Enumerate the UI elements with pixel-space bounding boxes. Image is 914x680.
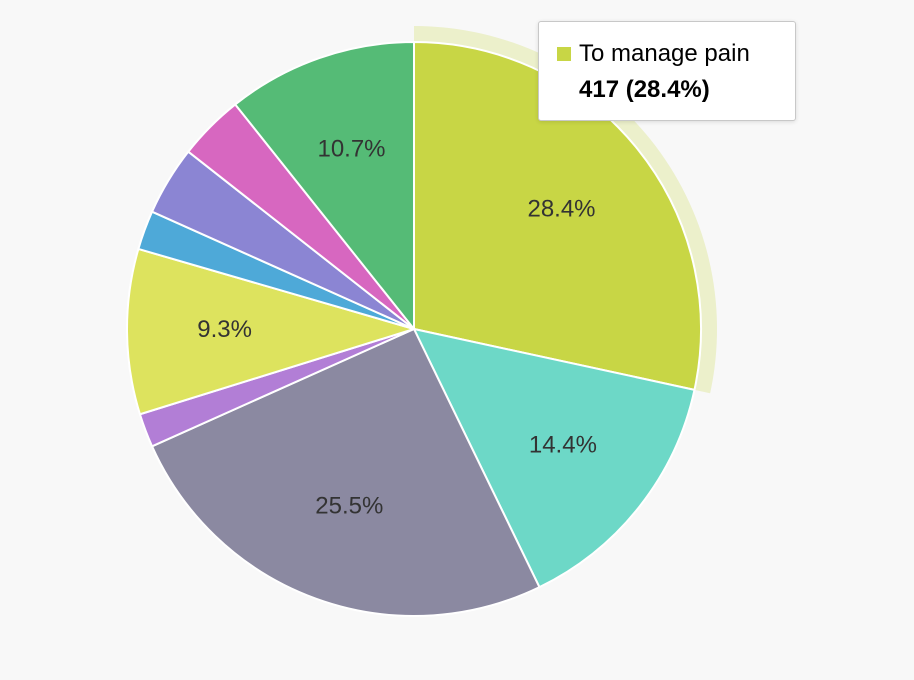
slice-label-0: 28.4% bbox=[527, 195, 595, 222]
pie-slice-4[interactable] bbox=[126, 247, 415, 416]
tooltip-legend-swatch bbox=[557, 47, 571, 61]
tooltip: To manage pain 417 (28.4%) bbox=[538, 21, 796, 121]
tooltip-value: 417 (28.4%) bbox=[579, 76, 710, 103]
pie-slice-2[interactable] bbox=[151, 328, 541, 617]
pie-slice-8[interactable] bbox=[234, 41, 415, 330]
slice-label-1: 14.4% bbox=[529, 431, 597, 458]
pie-slice-0[interactable] bbox=[413, 41, 702, 391]
slice-label-4: 9.3% bbox=[197, 316, 252, 343]
pie-slices bbox=[126, 41, 702, 617]
slice-label-8: 10.7% bbox=[317, 136, 385, 163]
pie-slice-1[interactable] bbox=[413, 328, 696, 589]
slice-label-2: 25.5% bbox=[315, 492, 383, 519]
tooltip-series-name: To manage pain bbox=[579, 40, 750, 67]
pie-slice-labels: 28.4% 14.4% 25.5% 9.3% 10.7% bbox=[197, 136, 597, 520]
